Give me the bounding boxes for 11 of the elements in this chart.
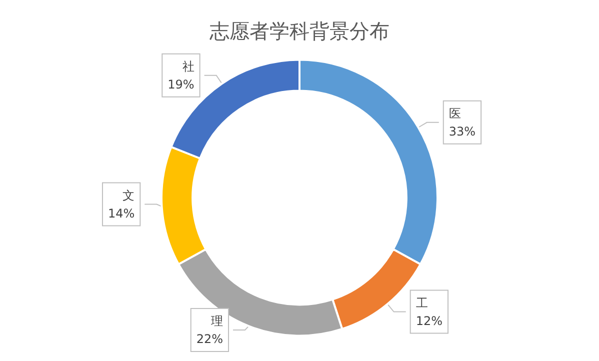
data-label: 12% [416, 314, 443, 328]
slice-label: 工 [416, 296, 428, 310]
slice-label: 理 [211, 314, 224, 328]
data-label: 33% [448, 124, 476, 138]
data-label: 19% [168, 77, 194, 92]
data-label: 14% [108, 206, 135, 220]
chart-title: 志愿者学科背景分布 [210, 19, 390, 43]
slice-label: 医 [448, 106, 461, 120]
slice-label: 社 [182, 59, 194, 74]
slice-label: 文 [122, 188, 135, 202]
data-label: 22% [196, 332, 224, 346]
